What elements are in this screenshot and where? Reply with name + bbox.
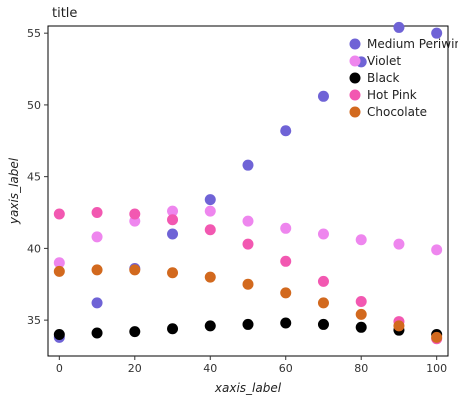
y-axis-ticks: 35 40 45 50 55 xyxy=(27,27,48,327)
x-axis-ticks: 0 20 40 60 80 100 xyxy=(56,356,447,375)
point-medium-periwinkle xyxy=(280,125,291,136)
point-chocolate xyxy=(243,279,254,290)
point-violet xyxy=(243,216,254,227)
point-black xyxy=(129,326,140,337)
point-medium-periwinkle xyxy=(167,229,178,240)
y-tick-label: 45 xyxy=(27,171,41,184)
y-axis-label: yaxis_label xyxy=(7,157,21,225)
point-medium-periwinkle xyxy=(393,22,404,33)
point-black xyxy=(280,318,291,329)
point-medium-periwinkle xyxy=(318,91,329,102)
chart-title: title xyxy=(52,6,77,21)
point-hot-pink xyxy=(167,214,178,225)
point-chocolate xyxy=(356,309,367,320)
point-chocolate xyxy=(280,287,291,298)
point-violet xyxy=(318,229,329,240)
legend-marker-hot-pink xyxy=(350,90,361,101)
x-tick-label: 40 xyxy=(203,362,217,375)
y-tick-label: 55 xyxy=(27,27,41,40)
point-chocolate xyxy=(431,332,442,343)
point-black xyxy=(167,323,178,334)
x-tick-label: 100 xyxy=(426,362,447,375)
legend-label-black: Black xyxy=(367,71,400,85)
x-axis-label: xaxis_label xyxy=(214,381,282,395)
point-black xyxy=(243,319,254,330)
point-black xyxy=(356,322,367,333)
legend-marker-black xyxy=(350,73,361,84)
y-tick-label: 35 xyxy=(27,314,41,327)
legend-label-violet: Violet xyxy=(367,54,401,68)
point-violet xyxy=(205,206,216,217)
point-chocolate xyxy=(54,266,65,277)
point-hot-pink xyxy=(318,276,329,287)
point-chocolate xyxy=(129,264,140,275)
point-hot-pink xyxy=(356,296,367,307)
x-tick-label: 60 xyxy=(279,362,293,375)
legend-marker-medium-periwinkle xyxy=(350,39,361,50)
point-chocolate xyxy=(393,320,404,331)
y-tick-label: 40 xyxy=(27,242,41,255)
legend-marker-chocolate xyxy=(350,107,361,118)
x-tick-label: 80 xyxy=(354,362,368,375)
point-hot-pink xyxy=(54,208,65,219)
point-black xyxy=(92,328,103,339)
point-chocolate xyxy=(318,297,329,308)
point-medium-periwinkle xyxy=(205,194,216,205)
point-black xyxy=(318,319,329,330)
legend-label-chocolate: Chocolate xyxy=(367,105,427,119)
point-medium-periwinkle xyxy=(243,160,254,171)
point-chocolate xyxy=(92,264,103,275)
point-hot-pink xyxy=(205,224,216,235)
legend-marker-violet xyxy=(350,56,361,67)
legend-label-medium-periwinkle: Medium Periwinkle xyxy=(367,37,458,51)
x-tick-label: 20 xyxy=(128,362,142,375)
y-tick-label: 50 xyxy=(27,99,41,112)
point-hot-pink xyxy=(129,208,140,219)
point-violet xyxy=(356,234,367,245)
legend-label-hot-pink: Hot Pink xyxy=(367,88,417,102)
point-medium-periwinkle xyxy=(92,297,103,308)
point-violet xyxy=(92,231,103,242)
point-hot-pink xyxy=(280,256,291,267)
point-hot-pink xyxy=(243,239,254,250)
point-violet xyxy=(431,244,442,255)
x-tick-label: 0 xyxy=(56,362,63,375)
point-chocolate xyxy=(205,272,216,283)
point-violet xyxy=(393,239,404,250)
point-hot-pink xyxy=(92,207,103,218)
point-violet xyxy=(280,223,291,234)
point-black xyxy=(54,329,65,340)
point-black xyxy=(205,320,216,331)
point-chocolate xyxy=(167,267,178,278)
